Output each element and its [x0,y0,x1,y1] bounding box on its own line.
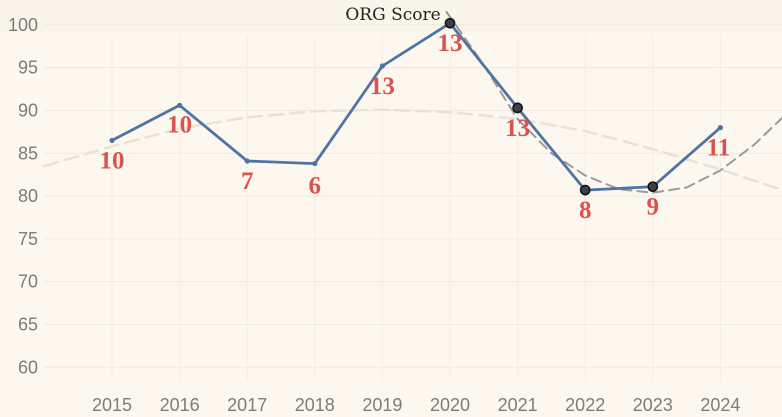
x-tick-label: 2019 [362,395,402,415]
local-trend-line [445,11,782,194]
data-point[interactable] [244,158,250,164]
data-label: 6 [309,173,322,200]
data-point[interactable] [177,102,183,108]
data-point-highlighted[interactable] [512,102,523,114]
series-line [110,21,722,192]
long-term-trend-line [43,108,782,192]
data-label: 9 [647,194,660,221]
x-axis: 2015 2016 2017 2018 2019 2020 2021 2022 2023 2024 [92,395,740,415]
data-label: 13 [370,73,395,100]
y-tick-label: 90 [18,100,38,120]
data-series [109,17,724,196]
chart-title: ORG Score [345,5,440,25]
data-label: 10 [100,147,125,174]
data-label: 11 [707,135,731,162]
x-tick-label: 2017 [227,395,267,415]
data-label: 13 [505,115,530,142]
data-point[interactable] [717,125,724,131]
data-point[interactable] [312,160,318,167]
y-tick-label: 70 [18,272,38,292]
data-point-highlighted[interactable] [579,184,591,196]
x-tick-label: 2022 [565,395,605,415]
data-label: 13 [438,30,463,57]
x-tick-label: 2024 [700,395,740,415]
data-label: 10 [167,111,192,138]
data-point[interactable] [109,137,115,144]
y-tick-label: 75 [18,229,38,249]
y-tick-label: 60 [18,357,38,377]
data-label: 7 [241,168,254,195]
x-tick-label: 2021 [498,395,538,415]
data-point-highlighted[interactable] [444,17,456,29]
data-label: 8 [579,197,592,224]
x-tick-label: 2018 [295,395,335,415]
data-point[interactable] [379,63,385,69]
x-tick-label: 2023 [633,395,673,415]
y-axis: 100 95 90 85 80 75 70 65 60 [8,15,38,377]
y-tick-label: 65 [18,314,38,334]
title-band [0,0,782,32]
x-tick-label: 2020 [430,395,470,415]
y-tick-label: 80 [18,186,38,206]
x-tick-label: 2015 [92,395,132,415]
y-tick-label: 100 [8,15,38,35]
data-labels: 10 10 7 6 13 13 13 8 9 11 [100,30,731,224]
x-tick-label: 2016 [160,395,200,415]
trend-lines [43,11,782,194]
y-tick-label: 95 [18,58,38,78]
y-tick-label: 85 [18,143,38,163]
data-point-highlighted[interactable] [647,181,659,193]
